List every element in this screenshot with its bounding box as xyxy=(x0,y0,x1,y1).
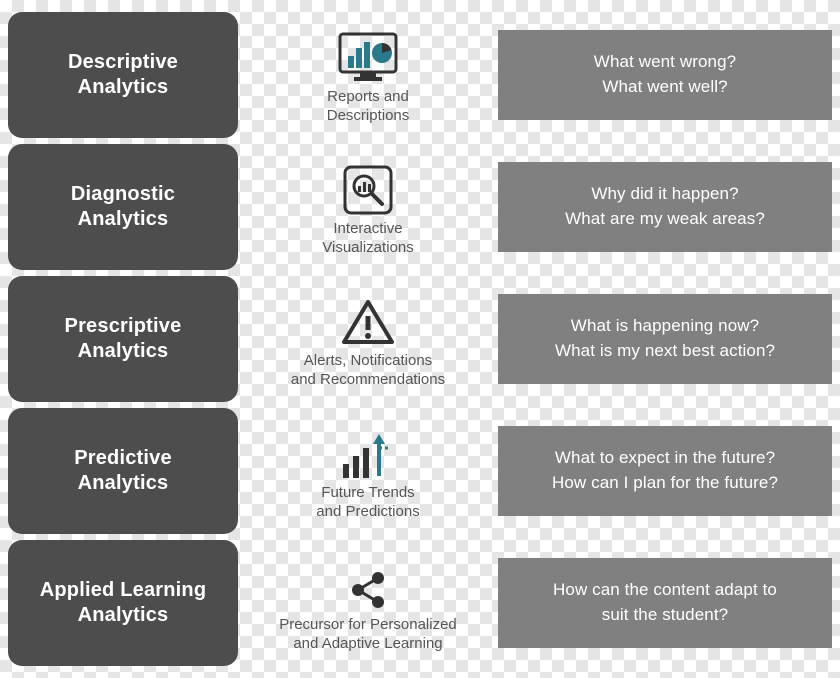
title-box: Applied Learning Analytics xyxy=(8,540,238,666)
caption-line1: Alerts, Notifications xyxy=(291,352,445,371)
title-line1: Descriptive xyxy=(68,50,178,75)
caption-line2: Descriptions xyxy=(327,107,410,126)
question-line2: What went well? xyxy=(602,75,727,100)
question-line2: What is my next best action? xyxy=(555,339,775,364)
title-line1: Predictive xyxy=(74,446,172,471)
question-line2: What are my weak areas? xyxy=(565,207,765,232)
caption-line2: and Predictions xyxy=(316,503,419,522)
question-line1: What to expect in the future? xyxy=(555,446,775,471)
title-line2: Analytics xyxy=(68,75,178,100)
share-icon xyxy=(346,556,390,612)
row-descriptive: Descriptive Analytics Reports and Descri… xyxy=(8,12,832,138)
caption-line1: Precursor for Personalized xyxy=(279,616,457,635)
row-predictive: Predictive Analytics Future Trends and P… xyxy=(8,408,832,534)
trend-icon xyxy=(339,424,397,480)
question-box: What went wrong? What went well? xyxy=(498,30,832,120)
middle-col: Reports and Descriptions xyxy=(238,12,498,138)
caption-line2: and Adaptive Learning xyxy=(279,635,457,654)
question-line2: suit the student? xyxy=(602,603,728,628)
question-line2: How can I plan for the future? xyxy=(552,471,778,496)
title-box: Predictive Analytics xyxy=(8,408,238,534)
middle-col: Alerts, Notifications and Recommendation… xyxy=(238,276,498,402)
question-line1: What went wrong? xyxy=(594,50,736,75)
question-box: How can the content adapt to suit the st… xyxy=(498,558,832,648)
question-box: What to expect in the future? How can I … xyxy=(498,426,832,516)
title-line2: Analytics xyxy=(65,339,182,364)
title-line1: Prescriptive xyxy=(65,314,182,339)
question-box: Why did it happen? What are my weak area… xyxy=(498,162,832,252)
middle-col: Future Trends and Predictions xyxy=(238,408,498,534)
caption-line1: Interactive xyxy=(322,220,413,239)
row-prescriptive: Prescriptive Analytics Alerts, Notificat… xyxy=(8,276,832,402)
title-line1: Applied Learning xyxy=(40,578,207,603)
title-line2: Analytics xyxy=(71,207,175,232)
title-box: Diagnostic Analytics xyxy=(8,144,238,270)
middle-col: Interactive Visualizations xyxy=(238,144,498,270)
question-box: What is happening now? What is my next b… xyxy=(498,294,832,384)
magnifier-icon xyxy=(342,160,394,216)
title-line1: Diagnostic xyxy=(71,182,175,207)
row-applied-learning: Applied Learning Analytics Precursor for… xyxy=(8,540,832,666)
question-line1: How can the content adapt to xyxy=(553,578,777,603)
caption-line1: Reports and xyxy=(327,88,410,107)
middle-col: Precursor for Personalized and Adaptive … xyxy=(238,540,498,666)
row-diagnostic: Diagnostic Analytics Interactive Visuali… xyxy=(8,144,832,270)
title-line2: Analytics xyxy=(40,603,207,628)
title-box: Prescriptive Analytics xyxy=(8,276,238,402)
question-line1: What is happening now? xyxy=(571,314,759,339)
question-line1: Why did it happen? xyxy=(591,182,738,207)
caption-line2: and Recommendations xyxy=(291,371,445,390)
reports-icon xyxy=(336,28,400,84)
caption-line2: Visualizations xyxy=(322,239,413,258)
alert-icon xyxy=(340,292,396,348)
title-line2: Analytics xyxy=(74,471,172,496)
caption-line1: Future Trends xyxy=(316,484,419,503)
title-box: Descriptive Analytics xyxy=(8,12,238,138)
